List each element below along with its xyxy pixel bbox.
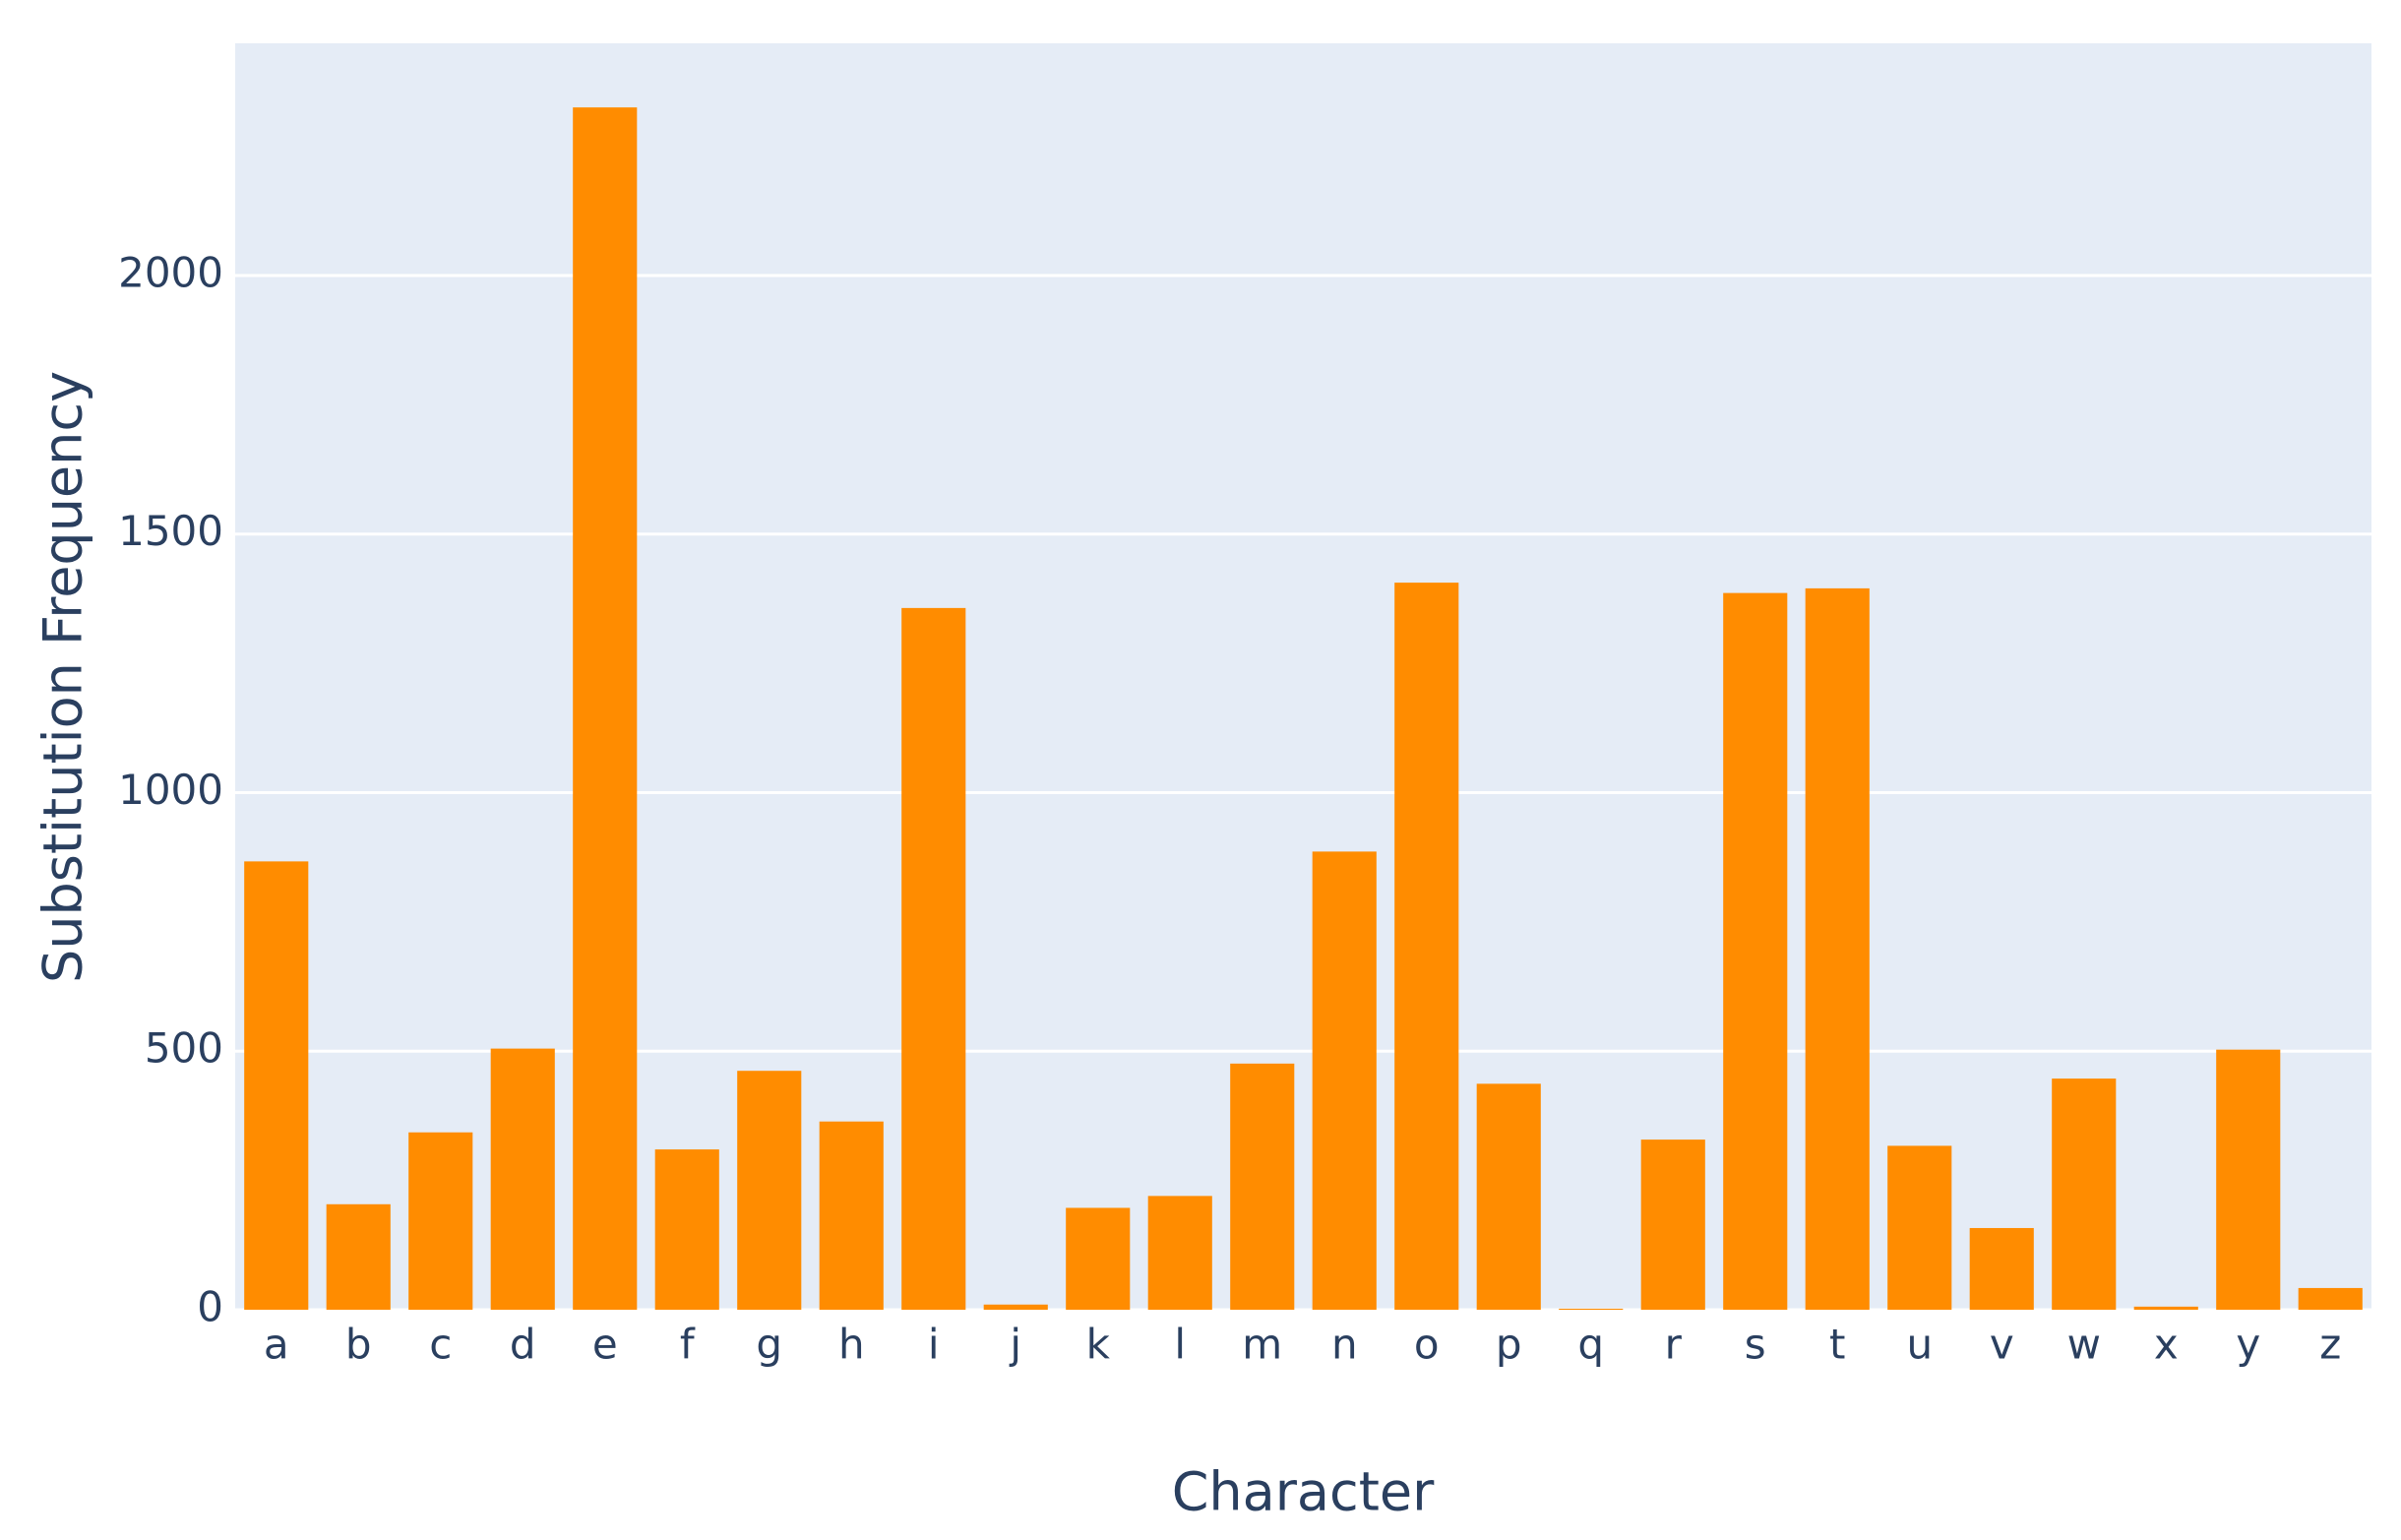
x-tick-label: r (1665, 1321, 1683, 1369)
x-tick-label: l (1174, 1321, 1186, 1369)
y-axis-title: Substitution Frequency (32, 371, 94, 983)
bar (1230, 1063, 1295, 1310)
x-tick-label: w (2067, 1321, 2101, 1369)
y-tick-label: 1500 (118, 507, 223, 555)
bar (983, 1304, 1048, 1310)
bar (1394, 583, 1459, 1310)
x-tick-label: e (592, 1321, 618, 1369)
bar (901, 607, 966, 1310)
y-tick-label: 2000 (118, 248, 223, 296)
x-tick-label: j (1009, 1321, 1021, 1369)
x-tick-label: o (1414, 1321, 1440, 1369)
x-tick-label: f (680, 1321, 696, 1369)
y-tick-label: 0 (197, 1283, 223, 1331)
bar (326, 1203, 391, 1310)
bar (2216, 1049, 2281, 1310)
x-tick-label: z (2319, 1321, 2341, 1369)
y-tick-label: 500 (145, 1024, 223, 1073)
x-tick-label: s (1745, 1321, 1766, 1369)
x-tick-label: i (928, 1321, 940, 1369)
bar (737, 1071, 802, 1310)
bar (1887, 1145, 1952, 1310)
y-tick-label: 1000 (118, 766, 223, 814)
x-tick-label: c (429, 1321, 452, 1369)
x-axis-title: Character (1172, 1461, 1435, 1523)
x-tick-label: d (510, 1321, 536, 1369)
bar (490, 1048, 555, 1310)
bar (1066, 1207, 1131, 1310)
bar (408, 1132, 473, 1310)
bar (244, 861, 309, 1310)
x-tick-label: p (1496, 1321, 1522, 1369)
bar (1969, 1227, 2034, 1310)
x-tick-label: q (1577, 1321, 1604, 1369)
x-tick-label: g (756, 1321, 782, 1369)
bar (1147, 1196, 1212, 1310)
x-tick-label: x (2154, 1321, 2179, 1369)
x-tick-label: n (1331, 1321, 1358, 1369)
x-tick-label: m (1242, 1321, 1282, 1369)
bar (819, 1121, 884, 1310)
bar (1559, 1308, 1624, 1310)
bar (1723, 592, 1788, 1310)
x-tick-label: y (2236, 1321, 2260, 1369)
x-tick-label: u (1906, 1321, 1933, 1369)
bar (1640, 1140, 1705, 1310)
x-tick-label: h (838, 1321, 865, 1369)
bar (573, 107, 638, 1311)
bar (654, 1149, 719, 1310)
bar (2298, 1287, 2363, 1310)
x-tick-label: a (264, 1321, 289, 1369)
bar (2052, 1078, 2117, 1310)
x-tick-label: v (1990, 1321, 2014, 1369)
x-tick-label: t (1829, 1321, 1845, 1369)
bar (1805, 587, 1870, 1310)
x-tick-label: k (1086, 1321, 1111, 1369)
x-tick-label: b (345, 1321, 372, 1369)
bar (1476, 1083, 1541, 1310)
plot-area (235, 43, 2371, 1310)
bar (2133, 1306, 2198, 1310)
bar (1312, 851, 1377, 1310)
